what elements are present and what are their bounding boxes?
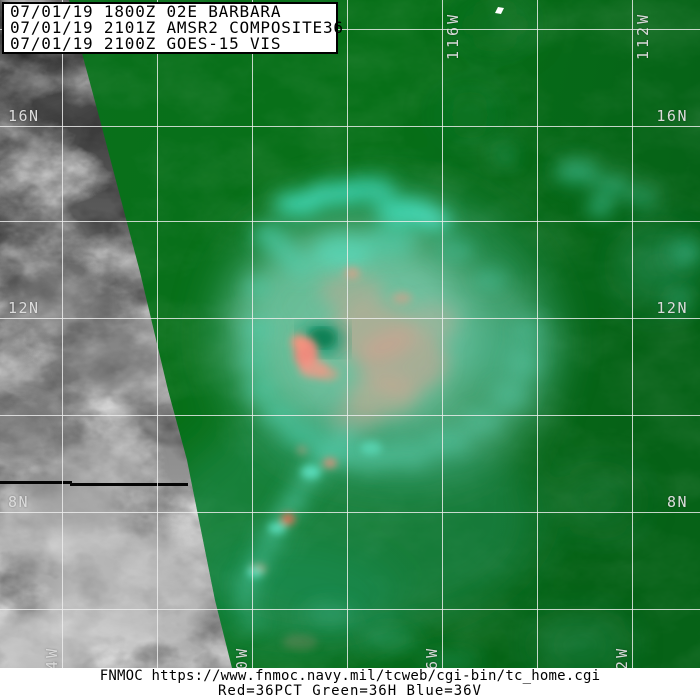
latitude-gridline [0,415,700,416]
longitude-gridline [632,0,633,668]
latitude-gridline [0,609,700,610]
longitude-label-top: 116W [444,11,462,60]
longitude-gridline [62,0,63,668]
longitude-label-bottom: 124W [43,646,61,668]
latitude-gridline [0,126,700,127]
latitude-label-left: 16N [8,107,40,125]
latitude-gridline [0,512,700,513]
product-info-box: 07/01/19 1800Z 02E BARBARA 07/01/19 2101… [2,2,344,54]
latitude-label-right: 16N [656,107,688,125]
footer-bar: FNMOC https://www.fnmoc.navy.mil/tcweb/c… [0,668,700,700]
latitude-gridline [0,221,700,222]
satellite-map: 124W 120W 116W 116W 112W 112W 16N 16N 12N 12N 8N 8N… [0,0,700,668]
info-line-composite: 07/01/19 2101Z AMSR2 COMPOSITE36 [10,18,344,37]
scanline-artifact [0,481,188,486]
longitude-gridline [157,0,158,668]
storm-pink-bands [320,274,458,432]
map-marker-speck [495,7,504,14]
lat-lon-grid: 124W 120W 116W 116W 112W 112W 16N 16N 12N 12N 8N 8N [0,0,700,668]
longitude-gridline [347,0,348,668]
longitude-label-top: 112W [634,11,652,60]
storm-core-pink [247,267,412,650]
longitude-gridline [252,0,253,668]
fnmoc-url: FNMOC https://www.fnmoc.navy.mil/tcweb/c… [99,668,601,684]
longitude-label-bottom: 120W [233,646,251,668]
info-line-storm: 07/01/19 1800Z 02E BARBARA [10,2,282,21]
storm-outer-bands [160,9,700,667]
longitude-label-bottom: 116W [423,646,441,668]
longitude-gridline [442,0,443,668]
latitude-label-left: 8N [8,493,30,511]
latitude-gridline [0,29,700,30]
info-line-goes: 07/01/19 2100Z GOES-15 VIS [10,34,282,53]
latitude-label-left: 12N [8,299,40,317]
imagery-layer [0,0,700,668]
latitude-gridline [0,318,700,319]
channel-legend: Red=36PCT Green=36H Blue=36V [217,683,482,699]
amsr2-swath-layer [69,0,700,668]
longitude-gridline [537,0,538,668]
longitude-label-bottom: 112W [613,646,631,668]
latitude-label-right: 8N [666,493,688,511]
latitude-label-right: 12N [656,299,688,317]
